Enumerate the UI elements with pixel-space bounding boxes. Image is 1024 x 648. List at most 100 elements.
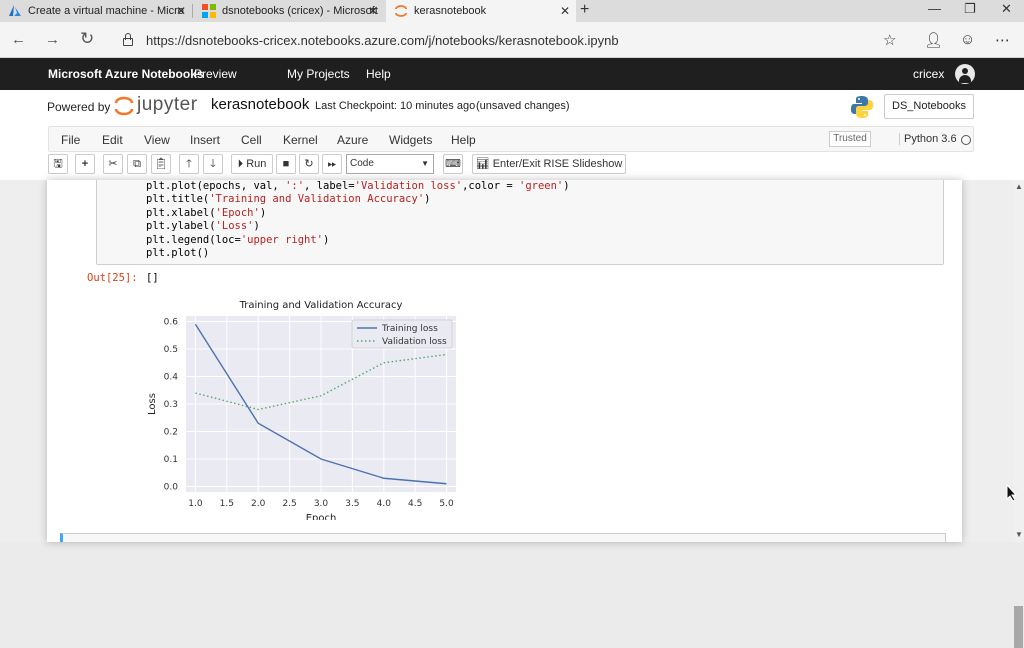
y-tick-label: 0.3 [164, 400, 178, 410]
code-line: plt.title('Training and Validation Accur… [146, 193, 431, 206]
move-up-icon[interactable]: 🡑 [179, 154, 199, 174]
output-value: [] [146, 272, 159, 284]
browser-tab-kerasnotebook[interactable]: kerasnotebook ✕ [386, 0, 576, 22]
legend-box [351, 319, 453, 349]
code-cell[interactable] [96, 180, 944, 265]
code-line: plt.plot() [146, 247, 210, 259]
refresh-icon[interactable]: ↻ [80, 29, 95, 48]
tab-title: kerasnotebook [414, 5, 487, 17]
favorite-star-icon[interactable]: ☆ [883, 32, 897, 49]
x-tick-label: 1.5 [220, 499, 234, 509]
powered-by-label: Powered by [47, 100, 111, 114]
x-tick-label: 4.5 [408, 499, 422, 509]
fast-forward-icon[interactable]: ⏩︎ [322, 154, 342, 174]
x-tick-label: 3.5 [345, 499, 359, 509]
browser-tab-create-vm[interactable]: Create a virtual machine - Micro ✕ [0, 0, 192, 22]
microsoft-icon [202, 4, 216, 18]
ds-notebooks-button[interactable]: DS_Notebooks [884, 94, 974, 119]
scroll-up-icon[interactable]: ▲ [1015, 182, 1023, 191]
x-tick-label: 4.0 [377, 499, 392, 509]
y-tick-label: 0.5 [164, 345, 178, 355]
new-tab-button[interactable]: + [580, 1, 590, 18]
notebook-menu-area: File Edit View Insert Cell Kernel Azure … [0, 124, 1024, 180]
move-down-icon[interactable]: 🡓 [203, 154, 223, 174]
menu-kernel[interactable]: Kernel [283, 133, 318, 147]
restart-icon[interactable]: ↻ [299, 154, 319, 174]
close-tab-icon[interactable]: ✕ [559, 4, 570, 18]
close-tab-icon[interactable]: ✕ [367, 4, 378, 18]
series-line-training-loss [194, 323, 447, 485]
copy-icon[interactable]: ⧉ [127, 154, 147, 174]
code-line: plt.xlabel('Epoch') [146, 206, 267, 219]
avatar[interactable] [955, 64, 975, 84]
jupyter-icon [395, 5, 407, 17]
jupyter-header: Powered by jupyter kerasnotebook Last Ch… [0, 90, 1024, 124]
menu-azure[interactable]: Azure [337, 133, 369, 147]
cut-icon[interactable]: ✂ [103, 154, 123, 174]
run-button[interactable]: ⏵︎ Run [231, 154, 273, 174]
rise-slideshow-button[interactable]: 📊︎ Enter/Exit RISE Slideshow [472, 154, 626, 174]
menubar: File Edit View Insert Cell Kernel Azure … [48, 126, 974, 152]
menu-file[interactable]: File [61, 133, 81, 147]
y-axis-label: Loss [147, 393, 158, 415]
feedback-smiley-icon[interactable]: ☺ [960, 31, 976, 48]
next-code-cell[interactable] [60, 533, 946, 542]
code-line: plt.plot(epochs, val, ':', label='Valida… [146, 180, 570, 192]
cell-type-value: Code [350, 158, 374, 169]
kernel-name[interactable]: Python 3.6 [899, 133, 957, 145]
x-tick-label: 1.0 [188, 499, 203, 509]
more-menu-icon[interactable]: ⋯ [995, 32, 1010, 49]
azure-brand[interactable]: Microsoft Azure Notebooks [48, 67, 204, 81]
user-name[interactable]: cricex [913, 67, 945, 81]
save-icon[interactable]: 🖫︎ [48, 154, 68, 174]
mouse-cursor-icon [1006, 484, 1018, 502]
chart-title: Training and Validation Accuracy [239, 300, 403, 311]
menu-view[interactable]: View [144, 133, 170, 147]
minimize-icon[interactable]: — [928, 1, 941, 16]
profile-icon[interactable]: 👤︎ [924, 32, 944, 49]
help-link[interactable]: Help [366, 67, 391, 81]
azure-icon [9, 5, 21, 16]
code-line: plt.legend(loc='upper right') [146, 233, 330, 246]
interrupt-icon[interactable]: ■ [276, 154, 296, 174]
rise-label: Enter/Exit RISE Slideshow [492, 158, 623, 170]
jupyter-wordmark[interactable]: jupyter [137, 94, 198, 115]
y-tick-label: 0.0 [164, 483, 179, 493]
scrollbar-thumb[interactable] [1014, 606, 1023, 648]
series-line-validation-loss [195, 353, 447, 411]
back-icon[interactable]: ← [11, 31, 26, 48]
menu-edit[interactable]: Edit [102, 133, 123, 147]
cell-type-select[interactable]: Code ▼ [346, 154, 434, 174]
y-tick-label: 0.1 [164, 455, 178, 465]
menu-cell[interactable]: Cell [241, 133, 262, 147]
y-tick-label: 0.2 [164, 428, 178, 438]
x-tick-label: 2.5 [282, 499, 296, 509]
tab-separator [192, 4, 193, 18]
notebook-name[interactable]: kerasnotebook [211, 96, 310, 113]
close-window-icon[interactable]: ✕ [1001, 1, 1012, 16]
trusted-badge[interactable]: Trusted [829, 131, 871, 147]
keyboard-icon[interactable]: ⌨ [443, 154, 463, 174]
loss-chart: 1.0 1.5 2.0 2.5 3.0 3.5 4.0 4.5 5.0 0.0 0.1 0.2 0.3 0… [147, 300, 456, 520]
browser-tab-dsnotebooks[interactable]: dsnotebooks (cricex) - Microsoft ✕ [194, 0, 384, 22]
my-projects-link[interactable]: My Projects [287, 67, 350, 81]
chevron-down-icon: ▼ [421, 159, 429, 168]
menu-widgets[interactable]: Widgets [389, 133, 433, 147]
close-tab-icon[interactable]: ✕ [175, 4, 186, 18]
url-field[interactable]: https://dsnotebooks-cricex.notebooks.azu… [146, 33, 619, 48]
forward-icon[interactable]: → [45, 31, 60, 48]
menu-help[interactable]: Help [451, 133, 476, 147]
jupyter-logo-icon [114, 96, 134, 116]
y-tick-label: 0.4 [164, 373, 179, 383]
x-tick-label: 3.0 [314, 499, 329, 509]
address-bar: ← → ↻ https://dsnotebooks-cricex.noteboo… [0, 22, 1024, 58]
output-prompt: Out[25]: [87, 272, 138, 284]
legend-label: Validation loss [382, 337, 447, 347]
menu-insert[interactable]: Insert [190, 133, 221, 147]
paste-icon[interactable]: 📋︎ [151, 154, 171, 174]
kernel-idle-indicator-icon [961, 135, 971, 145]
scroll-down-icon[interactable]: ▼ [1015, 530, 1023, 539]
insert-cell-icon[interactable]: + [75, 154, 95, 174]
python-logo-icon [851, 96, 873, 118]
restore-icon[interactable]: ❐ [964, 1, 976, 16]
